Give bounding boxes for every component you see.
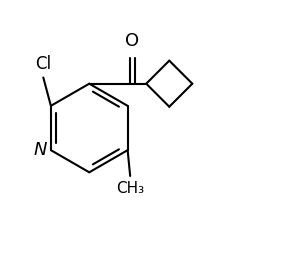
Text: CH₃: CH₃	[116, 180, 144, 196]
Text: N: N	[34, 141, 47, 159]
Text: O: O	[125, 31, 139, 49]
Text: Cl: Cl	[35, 55, 51, 73]
